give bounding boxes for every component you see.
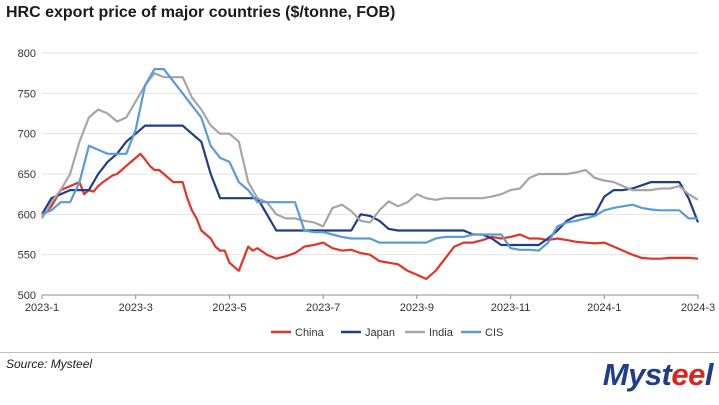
- y-tick-label: 600: [18, 209, 36, 221]
- mysteel-logo: Mysteel: [602, 357, 714, 393]
- line-chart: 500 550 600 650 700 750 800 2023-1 2023-3 2023-5 2…: [18, 48, 715, 339]
- legend-label-china: China: [295, 327, 325, 339]
- logo-text-main: Myst: [602, 357, 672, 392]
- x-tick-label: 2024-1: [587, 302, 621, 314]
- logo-text-end: l: [704, 357, 714, 392]
- y-tick-label: 650: [18, 169, 36, 181]
- y-tick-label: 800: [18, 48, 36, 60]
- axes: 500 550 600 650 700 750 800 2023-1 2023-3 2023-5 2…: [18, 48, 715, 314]
- y-tick-label: 550: [18, 250, 36, 262]
- x-tick-label: 2024-3: [681, 302, 715, 314]
- y-tick-label: 750: [18, 88, 36, 100]
- series-line-japan: [41, 124, 700, 247]
- legend-label-india: India: [429, 327, 454, 339]
- source-note: Source: Mysteel: [6, 357, 93, 371]
- legend-label-japan: Japan: [365, 327, 395, 339]
- chart-title: HRC export price of major countries ($/t…: [6, 4, 396, 21]
- x-tick-label: 2023-9: [400, 302, 434, 314]
- y-tick-label: 500: [18, 290, 36, 302]
- x-tick-label: 2023-5: [212, 302, 246, 314]
- legend-label-cis: CIS: [485, 327, 503, 339]
- legend: China Japan India CIS: [271, 327, 503, 339]
- x-tick-label: 2023-3: [119, 302, 153, 314]
- series-line-india: [41, 72, 699, 228]
- series-line-cis: [41, 67, 698, 252]
- series-lines: [41, 67, 700, 280]
- x-tick-label: 2023-7: [306, 302, 340, 314]
- x-tick-label: 2023-11: [491, 302, 531, 314]
- series-line-china: [41, 152, 699, 280]
- x-tick-label: 2023-1: [25, 302, 59, 314]
- logo-text-accent: ee: [671, 357, 705, 392]
- y-tick-label: 700: [18, 129, 36, 141]
- divider: [0, 352, 719, 353]
